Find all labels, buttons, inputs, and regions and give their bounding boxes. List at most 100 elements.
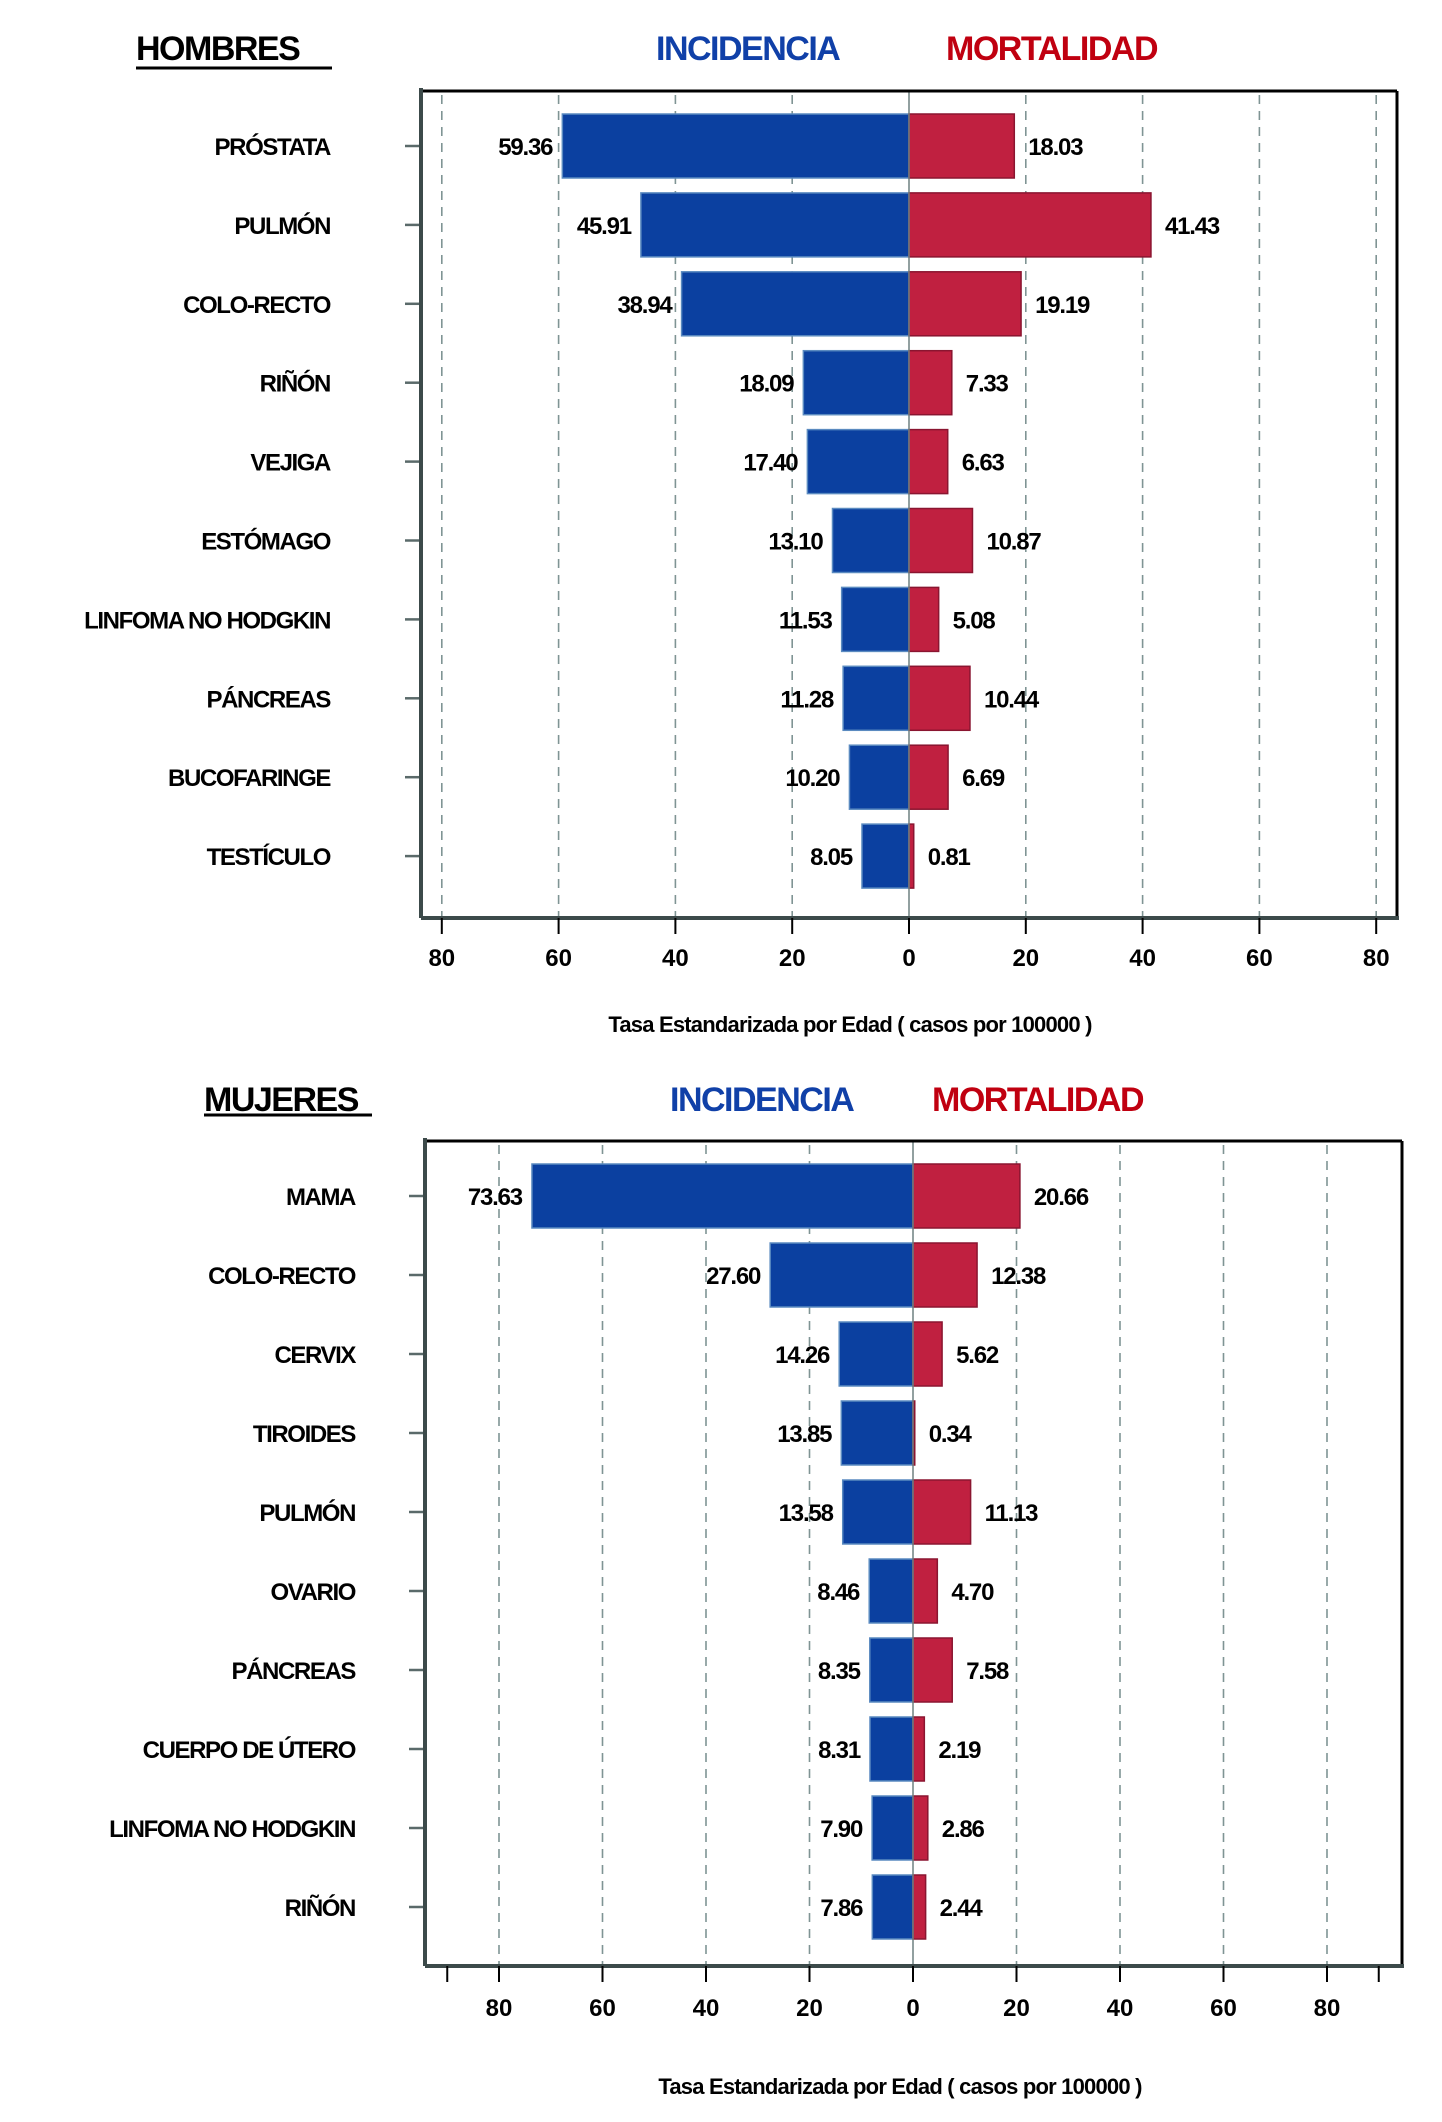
men-bar-mortality [908, 507, 974, 574]
men-bar-incidence [640, 192, 910, 258]
men-x-tick-label: 60 [545, 945, 572, 972]
men-incidence-value-label: 8.05 [810, 844, 853, 871]
women-mortality-value-label: 2.19 [938, 1737, 981, 1764]
men-mortality-value-label: 7.33 [966, 371, 1009, 398]
men-bar-incidence [561, 113, 910, 179]
men-x-tick-label: 80 [1363, 945, 1390, 972]
women-category-label: PULMÓN [259, 1499, 355, 1527]
women-category-label: TIROIDES [253, 1421, 357, 1448]
men-chart-title: HOMBRES [136, 30, 300, 68]
men-bar-mortality [908, 428, 949, 495]
women-x-axis-title: Tasa Estandarizada por Edad ( casos por … [658, 2074, 1142, 2099]
women-x-tick-label: 80 [486, 1995, 513, 2022]
women-mortality-value-label: 12.38 [991, 1263, 1046, 1290]
men-bar-incidence [802, 349, 910, 416]
women-x-tick-label: 80 [1314, 1995, 1341, 2022]
men-bar-mortality [908, 586, 940, 653]
men-category-label: ESTÓMAGO [201, 528, 331, 556]
women-mortality-value-label: 7.58 [966, 1658, 1009, 1685]
men-incidence-value-label: 11.53 [779, 607, 833, 634]
men-category-label: PRÓSTATA [215, 133, 332, 161]
women-bar-mortality [912, 1242, 978, 1308]
women-category-label: RIÑÓN [285, 1894, 355, 1922]
women-bar-mortality [912, 1874, 927, 1940]
men-bar-incidence [842, 665, 910, 732]
women-chart-title: MUJERES [204, 1081, 359, 1119]
men-chart: HOMBRES INCIDENCIA MORTALIDAD 59.36 18.03… [84, 30, 1399, 1037]
men-mortality-value-label: 10.87 [986, 529, 1041, 556]
men-x-tick-label: 0 [902, 945, 915, 972]
women-incidence-value-label: 14.26 [775, 1342, 830, 1369]
women-incidence-value-label: 8.35 [818, 1658, 861, 1685]
women-bar-incidence [871, 1874, 914, 1940]
men-bar-incidence [831, 507, 910, 574]
women-incidence-value-label: 7.90 [820, 1816, 863, 1843]
women-bar-mortality [912, 1479, 972, 1545]
men-mortality-value-label: 19.19 [1035, 292, 1090, 319]
women-incidence-value-label: 8.46 [817, 1579, 860, 1606]
women-category-label: CUERPO DE ÚTERO [143, 1736, 356, 1764]
men-mortality-value-label: 41.43 [1165, 213, 1220, 240]
legend-incidence-women: INCIDENCIA [670, 1081, 854, 1119]
women-x-tick-label: 40 [693, 1995, 720, 2022]
women-bar-incidence [531, 1163, 914, 1229]
women-bar-incidence [769, 1242, 914, 1308]
men-category-label: BUCOFARINGE [168, 765, 331, 792]
men-bar-mortality [908, 665, 971, 732]
women-incidence-value-label: 13.85 [777, 1421, 832, 1448]
women-category-label: MAMA [286, 1184, 356, 1211]
men-x-axis-title: Tasa Estandarizada por Edad ( casos por … [608, 1012, 1092, 1037]
women-x-tick-label: 60 [1210, 1995, 1237, 2022]
women-mortality-value-label: 20.66 [1034, 1184, 1089, 1211]
women-incidence-value-label: 27.60 [706, 1263, 761, 1290]
men-incidence-value-label: 59.36 [498, 134, 553, 161]
men-bar-incidence [840, 586, 910, 653]
men-x-tick-label: 60 [1246, 945, 1273, 972]
men-mortality-value-label: 6.63 [962, 450, 1005, 477]
men-bar-incidence [848, 744, 910, 810]
women-bar-incidence [841, 1479, 914, 1545]
women-bar-incidence [869, 1716, 914, 1782]
men-mortality-value-label: 6.69 [962, 765, 1005, 792]
women-bar-incidence [838, 1321, 914, 1387]
women-bar-mortality [912, 1558, 939, 1624]
legend-mortality: MORTALIDAD [946, 30, 1158, 68]
men-bar-mortality [908, 271, 1022, 337]
men-category-label: PÁNCREAS [207, 685, 332, 713]
women-category-label: PÁNCREAS [232, 1657, 357, 1685]
women-category-label: CERVIX [274, 1342, 356, 1369]
men-category-label: VEJIGA [250, 450, 331, 477]
women-bar-incidence [868, 1558, 914, 1624]
women-mortality-value-label: 11.13 [985, 1500, 1039, 1527]
women-x-tick-label: 40 [1107, 1995, 1134, 2022]
women-bar-mortality [912, 1321, 943, 1387]
men-x-tick-label: 40 [1129, 945, 1156, 972]
legend-incidence: INCIDENCIA [656, 30, 840, 68]
men-category-label: TESTÍCULO [207, 843, 331, 871]
men-incidence-value-label: 45.91 [577, 213, 632, 240]
men-x-tick-label: 20 [1012, 945, 1039, 972]
men-mortality-value-label: 10.44 [984, 686, 1040, 713]
men-incidence-value-label: 11.28 [780, 686, 834, 713]
women-incidence-value-label: 8.31 [818, 1737, 861, 1764]
women-category-label: COLO-RECTO [208, 1263, 356, 1290]
men-x-tick-label: 20 [779, 945, 806, 972]
women-category-label: OVARIO [271, 1579, 356, 1606]
women-x-tick-label: 60 [589, 1995, 616, 2022]
men-mortality-value-label: 0.81 [928, 844, 971, 871]
men-x-tick-label: 40 [662, 945, 689, 972]
women-bar-mortality [912, 1637, 953, 1703]
men-bar-incidence [806, 428, 910, 495]
men-category-label: LINFOMA NO HODGKIN [84, 607, 330, 634]
men-incidence-value-label: 18.09 [739, 371, 794, 398]
men-bar-mortality [908, 744, 949, 810]
men-bar-incidence [680, 271, 910, 337]
women-plot-area: 73.63 20.66 MAMA 27.60 12.38 COLO-RECTO 14.26 5… [109, 1138, 1404, 2022]
men-bar-mortality [908, 113, 1016, 179]
women-bar-mortality [912, 1163, 1021, 1229]
men-bar-mortality [908, 349, 953, 416]
women-incidence-value-label: 13.58 [779, 1500, 834, 1527]
women-x-tick-label: 20 [796, 1995, 823, 2022]
men-category-label: RIÑÓN [260, 370, 330, 398]
